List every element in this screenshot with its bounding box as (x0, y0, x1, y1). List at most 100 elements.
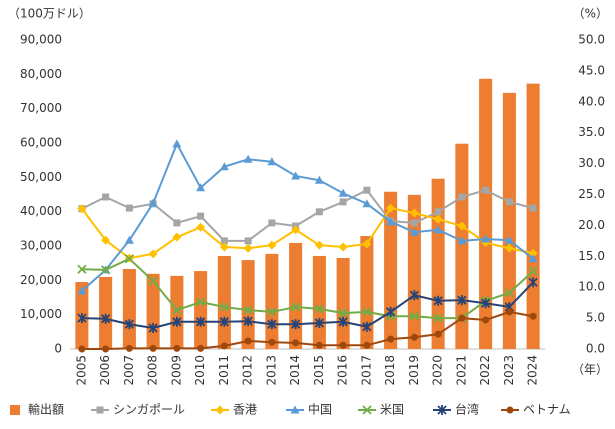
bar (360, 236, 374, 349)
line (81, 310, 534, 350)
point-marker (267, 157, 277, 166)
point-marker (409, 208, 419, 218)
point-marker (219, 316, 230, 327)
point-marker (363, 186, 371, 194)
point-marker (386, 203, 396, 213)
point-marker (268, 219, 276, 227)
point-marker (124, 319, 135, 330)
x-tick-label: 2019 (407, 355, 421, 386)
point-marker (197, 212, 205, 220)
x-tick-label: 2020 (431, 355, 445, 386)
legend-swatch (10, 405, 20, 415)
point-marker (410, 219, 418, 227)
point-marker (528, 248, 538, 258)
point-marker (362, 239, 372, 249)
point-marker (362, 321, 372, 332)
point-marker (504, 235, 514, 244)
point-marker (244, 237, 252, 245)
point-marker (267, 240, 277, 250)
bar (170, 275, 184, 349)
y-tick-label: 30,000 (20, 239, 62, 253)
bar (99, 276, 113, 349)
point-marker (243, 305, 253, 315)
y-axis-label: （100万ドル） (8, 7, 91, 21)
point-marker (172, 316, 182, 327)
point-marker (338, 316, 348, 327)
point-marker (197, 344, 205, 352)
point-marker (77, 264, 87, 274)
point-marker (77, 286, 87, 295)
point-marker (291, 225, 301, 235)
x-tick-label: 2022 (478, 355, 492, 386)
y2-tick-label: 50.0 (578, 33, 605, 47)
bar (241, 260, 255, 349)
point-marker (457, 295, 467, 306)
bar (289, 242, 303, 349)
legend-marker (96, 406, 104, 414)
bar (407, 194, 421, 349)
point-marker (220, 237, 228, 245)
point-marker (433, 295, 443, 306)
point-marker (338, 188, 348, 197)
point-marker (243, 316, 253, 327)
point-marker (458, 314, 466, 322)
point-marker (196, 183, 206, 192)
point-marker (172, 232, 182, 242)
y-tick-label: 10,000 (20, 307, 62, 321)
y-tick-label: 20,000 (20, 273, 62, 287)
y2-tick-label: 5.0 (586, 311, 605, 325)
point-marker (173, 219, 181, 227)
point-marker (338, 242, 348, 252)
point-marker (290, 319, 301, 330)
legend-marker (437, 405, 447, 415)
legend-label: 輸出額 (28, 402, 64, 417)
point-marker (528, 254, 538, 263)
y-tick-label: 70,000 (20, 101, 62, 115)
point-marker (101, 235, 111, 245)
point-marker (172, 305, 182, 315)
point-marker (267, 307, 277, 317)
line (81, 188, 534, 242)
point-marker (457, 236, 467, 245)
legend-marker (362, 405, 372, 415)
point-marker (529, 312, 537, 320)
x-tick-label: 2024 (526, 355, 540, 386)
point-marker (125, 344, 133, 352)
point-marker (387, 335, 395, 343)
legend-label: シンガポール (113, 403, 185, 417)
x-tick-label: 2010 (193, 355, 207, 386)
point-marker (434, 330, 442, 338)
point-marker (315, 341, 323, 349)
y2-tick-label: 25.0 (578, 187, 605, 201)
point-marker (172, 139, 182, 148)
x-tick-label: 2005 (74, 355, 88, 386)
x-tick-label: 2023 (502, 355, 516, 386)
point-marker (433, 313, 443, 323)
point-marker (505, 308, 513, 316)
point-marker (482, 316, 490, 324)
y-tick-label: 90,000 (20, 33, 62, 47)
legend-marker (506, 406, 514, 414)
point-marker (77, 204, 87, 214)
bar (312, 255, 326, 349)
point-marker (339, 198, 347, 206)
point-marker (219, 162, 229, 171)
point-marker (362, 307, 372, 317)
point-marker (385, 306, 396, 317)
y2-axis-label: （%） (573, 7, 608, 21)
bar (265, 253, 279, 349)
point-marker (149, 344, 157, 352)
point-marker (148, 322, 158, 333)
point-marker (290, 302, 301, 312)
point-marker (458, 193, 466, 201)
point-marker (457, 221, 467, 231)
y2-tick-label: 0.0 (586, 342, 605, 356)
y2-tick-label: 30.0 (578, 156, 605, 170)
point-marker (244, 337, 252, 345)
line (81, 257, 534, 320)
point-marker (173, 344, 181, 352)
point-marker (480, 298, 491, 309)
point-marker (504, 288, 515, 298)
bar (194, 271, 208, 349)
line (81, 141, 534, 292)
